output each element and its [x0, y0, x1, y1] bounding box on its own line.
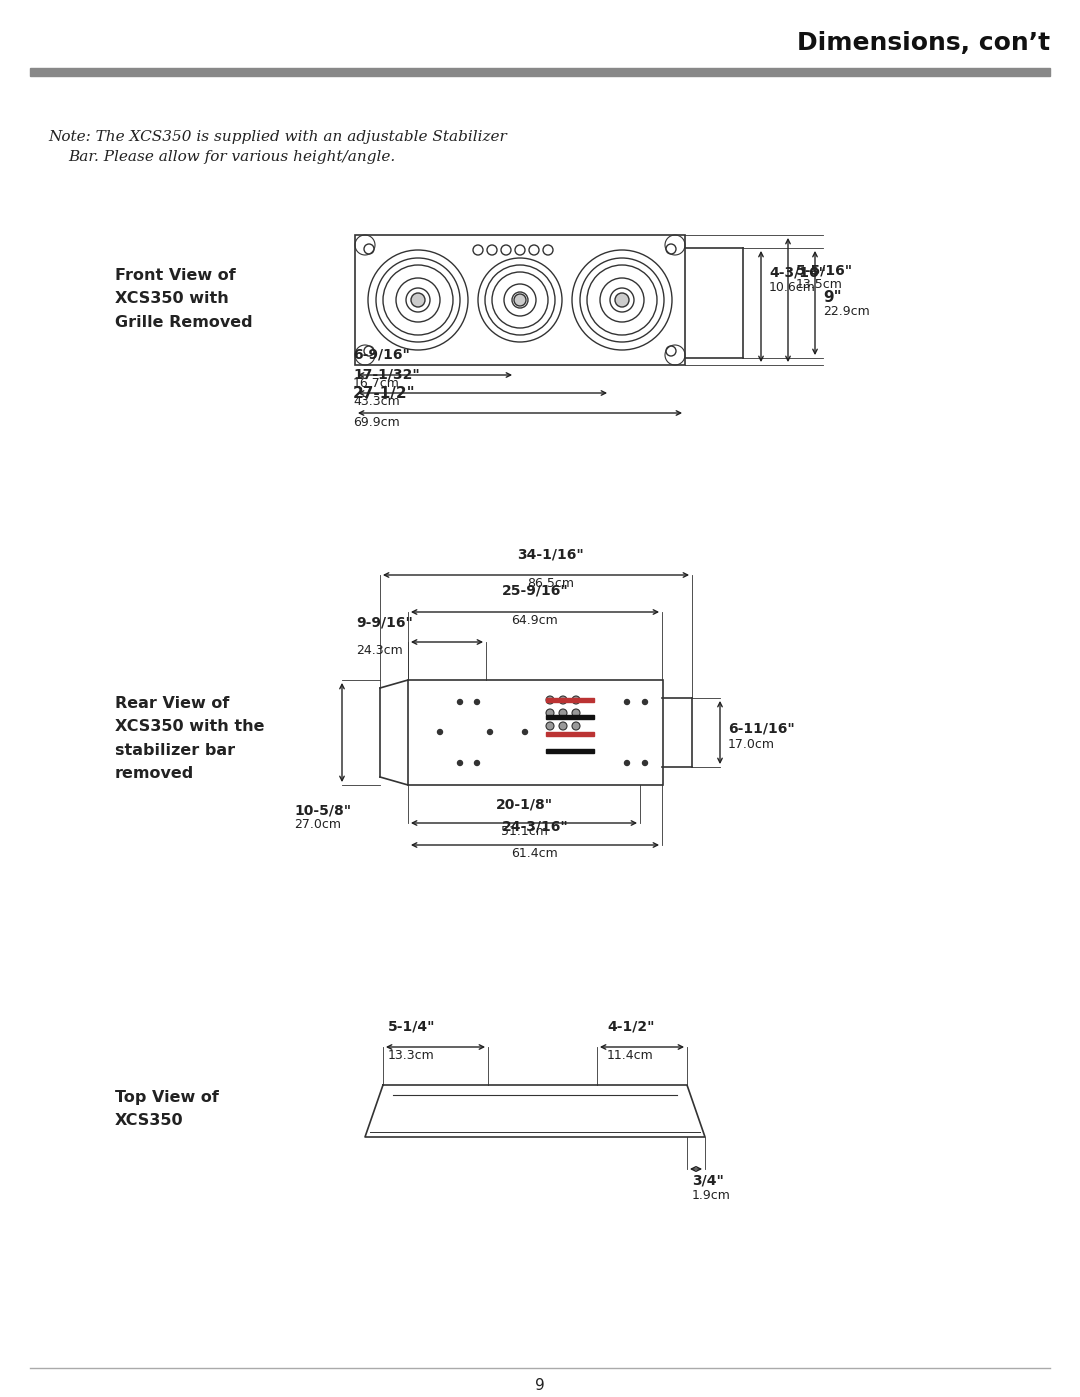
Text: 13.5cm: 13.5cm [796, 278, 842, 291]
Text: 4-3/16": 4-3/16" [769, 265, 826, 279]
Text: 13.3cm: 13.3cm [388, 1049, 435, 1062]
Text: 27.0cm: 27.0cm [294, 819, 341, 831]
Text: 10-5/8": 10-5/8" [294, 803, 351, 817]
Text: 24.3cm: 24.3cm [356, 644, 403, 657]
Bar [30, 68, 1050, 75]
Circle shape [523, 729, 527, 735]
Text: 5-5/16": 5-5/16" [796, 263, 853, 277]
Circle shape [643, 700, 648, 704]
Circle shape [487, 244, 497, 256]
Circle shape [515, 244, 525, 256]
Circle shape [643, 760, 648, 766]
Text: 61.4cm: 61.4cm [512, 847, 558, 861]
Text: 3/4": 3/4" [692, 1173, 724, 1187]
Text: 25-9/16": 25-9/16" [501, 584, 568, 598]
Circle shape [473, 244, 483, 256]
Text: 9-9/16": 9-9/16" [356, 616, 413, 630]
Text: Note: The XCS350 is supplied with an adjustable Stabilizer: Note: The XCS350 is supplied with an adj… [48, 130, 507, 144]
Circle shape [437, 729, 443, 735]
Text: 34-1/16": 34-1/16" [517, 548, 584, 562]
Circle shape [615, 293, 629, 307]
Circle shape [572, 696, 580, 704]
Text: Dimensions, con’t: Dimensions, con’t [797, 31, 1050, 54]
Circle shape [474, 700, 480, 704]
Text: 4-1/2": 4-1/2" [607, 1018, 654, 1032]
Text: 10.6cm: 10.6cm [769, 281, 815, 293]
Bar [546, 732, 594, 736]
Text: 22.9cm: 22.9cm [823, 305, 869, 319]
Text: 9: 9 [535, 1377, 545, 1393]
Circle shape [624, 700, 630, 704]
Circle shape [411, 293, 426, 307]
Bar [546, 715, 594, 719]
Circle shape [559, 710, 567, 717]
Circle shape [474, 760, 480, 766]
Text: Front View of
XCS350 with
Grille Removed: Front View of XCS350 with Grille Removed [114, 268, 253, 330]
Bar [546, 698, 594, 703]
Bar [408, 680, 663, 785]
Circle shape [514, 293, 526, 306]
Text: Rear View of
XCS350 with the
stabilizer bar
removed: Rear View of XCS350 with the stabilizer … [114, 696, 265, 781]
Bar [546, 749, 594, 753]
Text: 17-1/32": 17-1/32" [353, 367, 420, 381]
Text: 69.9cm: 69.9cm [353, 416, 400, 429]
Circle shape [546, 722, 554, 731]
Text: 6-9/16": 6-9/16" [353, 348, 410, 362]
Circle shape [559, 722, 567, 731]
Text: 6-11/16": 6-11/16" [728, 721, 795, 735]
Text: 1.9cm: 1.9cm [692, 1189, 731, 1201]
Circle shape [458, 760, 462, 766]
Text: 9": 9" [823, 291, 841, 305]
Text: 27-1/2": 27-1/2" [353, 386, 416, 401]
Text: 24-3/16": 24-3/16" [501, 819, 568, 833]
Text: 11.4cm: 11.4cm [607, 1049, 653, 1062]
Circle shape [487, 729, 492, 735]
Circle shape [458, 700, 462, 704]
Text: 51.1cm: 51.1cm [500, 826, 548, 838]
Text: 43.3cm: 43.3cm [353, 395, 400, 408]
Circle shape [572, 710, 580, 717]
Circle shape [501, 244, 511, 256]
Circle shape [559, 696, 567, 704]
Bar [355, 235, 685, 365]
Text: 17.0cm: 17.0cm [728, 738, 775, 750]
Circle shape [543, 244, 553, 256]
Circle shape [529, 244, 539, 256]
Text: 16.7cm: 16.7cm [353, 377, 400, 390]
Circle shape [572, 722, 580, 731]
Text: Bar. Please allow for various height/angle.: Bar. Please allow for various height/ang… [68, 149, 395, 163]
Text: 64.9cm: 64.9cm [512, 615, 558, 627]
Circle shape [624, 760, 630, 766]
Text: 86.5cm: 86.5cm [527, 577, 575, 590]
Text: 5-1/4": 5-1/4" [388, 1018, 435, 1032]
Text: 20-1/8": 20-1/8" [496, 798, 553, 812]
Circle shape [546, 710, 554, 717]
Text: Top View of
XCS350: Top View of XCS350 [114, 1090, 219, 1129]
Circle shape [546, 696, 554, 704]
